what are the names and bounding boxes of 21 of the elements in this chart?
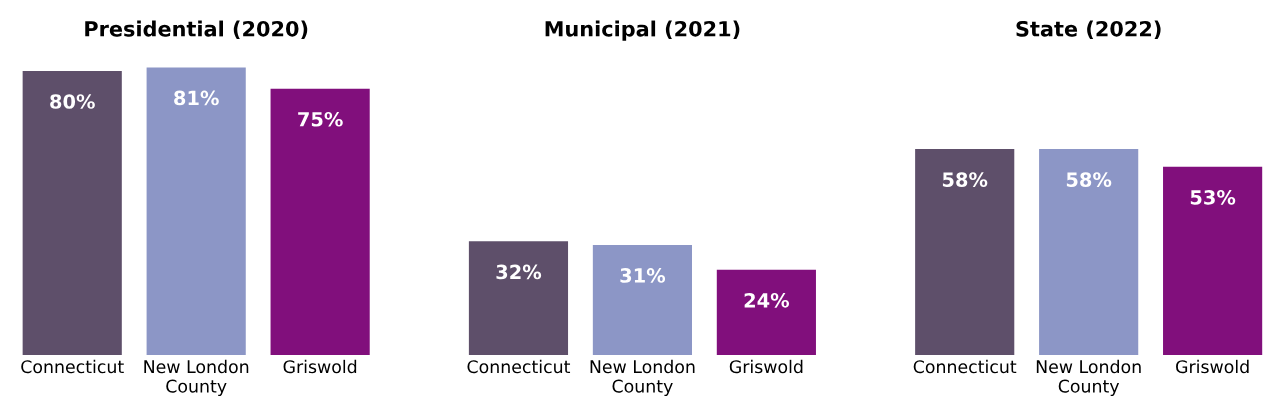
x-tick-label: New London County (144, 359, 249, 397)
data-label: 75% (298, 111, 343, 127)
data-label: 32% (496, 264, 542, 280)
chart-title: Presidential (2020) (85, 20, 308, 40)
x-tick-label: Griswold (729, 359, 803, 374)
x-tick-label: Griswold (283, 359, 357, 374)
data-label: 58% (1066, 172, 1112, 187)
data-label: 53% (1190, 190, 1236, 205)
x-tick-label: Connecticut (913, 359, 1017, 374)
x-tick-label: Connecticut (467, 359, 571, 374)
data-label: 80% (50, 94, 95, 109)
data-label: 81% (174, 90, 219, 106)
chart-title: Municipal (2021) (545, 20, 740, 41)
x-tick-label: New London County (1036, 359, 1141, 397)
x-tick-label: Connecticut (21, 359, 124, 374)
x-tick-label: New London County (590, 359, 695, 397)
data-label: 31% (620, 268, 666, 283)
data-label: 24% (744, 292, 790, 308)
x-tick-label: Griswold (1176, 359, 1249, 374)
chart-title: State (2022) (1016, 20, 1161, 40)
data-label: 58% (942, 172, 988, 187)
